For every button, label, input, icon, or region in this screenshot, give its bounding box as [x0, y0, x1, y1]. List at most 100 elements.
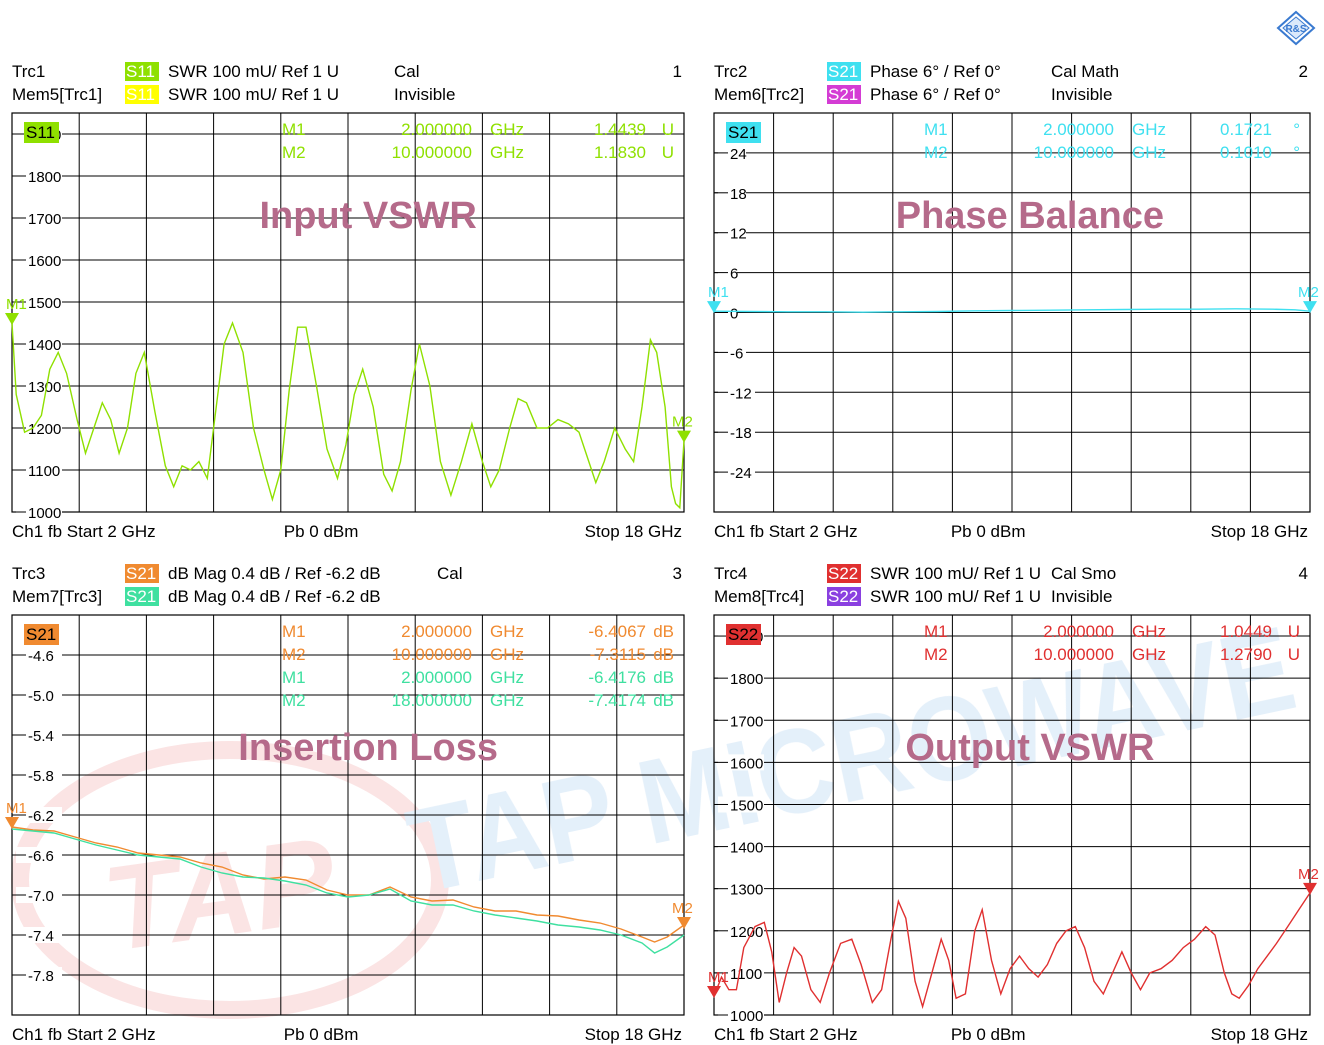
tick-label-bg	[16, 336, 62, 352]
marker-freq: 10.000000	[392, 645, 472, 664]
y-tick-label: -5.8	[28, 768, 54, 785]
trace-format: SWR 100 mU/ Ref 1 U	[168, 85, 339, 104]
trace-line	[713, 308, 1311, 313]
marker-freq: 2.000000	[401, 622, 472, 641]
param-badge	[125, 564, 159, 583]
tick-label-bg	[16, 252, 62, 268]
trace-format: dB Mag 0.4 dB / Ref -6.2 dB	[168, 564, 381, 583]
panels: Trc1 S11 SWR 100 mU/ Ref 1 U Cal Mem5[Trc1] S…	[5, 62, 1319, 1044]
y-tick-label: -7.8	[28, 968, 54, 985]
trace-status: Cal Math	[1051, 62, 1119, 81]
trace-tag-label: S21	[728, 123, 758, 142]
tick-label-bg	[16, 168, 62, 184]
tick-label-bg	[16, 807, 62, 823]
y-tick-label: 1400	[28, 337, 61, 354]
trace-status: Invisible	[1051, 85, 1112, 104]
trace-format: Phase 6° / Ref 0°	[870, 85, 1001, 104]
marker-value-unit: dB	[653, 645, 674, 664]
y-tick-label: 1800	[730, 671, 763, 688]
marker-value: 0.1721	[1220, 120, 1272, 139]
tick-label-bg	[16, 647, 62, 663]
trace-name: Trc3	[12, 564, 45, 583]
tick-label-bg	[718, 964, 764, 981]
footer-power: Pb 0 dBm	[951, 522, 1026, 541]
channel-number: 3	[673, 564, 682, 583]
y-tick-label: 1200	[28, 421, 61, 438]
marker-value-unit: U	[1288, 645, 1300, 664]
tick-label-bg	[16, 967, 62, 983]
marker-triangle	[677, 430, 691, 443]
marker-triangle	[1303, 301, 1317, 314]
tick-label-bg	[16, 420, 62, 436]
y-tick-label: 6	[730, 266, 738, 283]
y-tick-label: 1000	[730, 1008, 763, 1025]
y-tick-label: 0	[730, 306, 738, 323]
marker-freq: 2.000000	[1043, 622, 1114, 641]
param-badge	[827, 85, 861, 104]
y-tick-label: -7.0	[28, 888, 54, 905]
tick-label-bg	[16, 378, 62, 394]
channel-number: 4	[1299, 564, 1308, 583]
tick-label-bg	[718, 796, 764, 813]
param-badge-label: S21	[828, 62, 858, 81]
y-tick-label: -6.2	[28, 808, 54, 825]
y-tick-label: -6.6	[28, 848, 54, 865]
footer-power: Pb 0 dBm	[284, 1025, 359, 1044]
y-tick-label: 1500	[28, 295, 61, 312]
trace-name: Trc1	[12, 62, 45, 81]
channel-number: 2	[1299, 62, 1308, 81]
tick-label-bg	[16, 462, 62, 478]
marker-value-unit: dB	[653, 668, 674, 687]
marker-label: M1	[708, 284, 729, 301]
trace-line	[11, 826, 685, 943]
tick-label-bg	[16, 687, 62, 703]
param-badge	[125, 587, 159, 606]
y-tick-label: -24	[730, 465, 752, 482]
param-badge-label: S11	[126, 85, 155, 104]
marker-freq: 2.000000	[401, 120, 472, 139]
marker-label: M2	[1298, 866, 1319, 883]
plot-title: Output VSWR	[905, 727, 1154, 769]
footer-start: Ch1 fb Start 2 GHz	[714, 522, 858, 541]
marker-freq-unit: GHz	[1132, 143, 1166, 162]
marker-triangle	[707, 301, 721, 314]
y-tick-label: -12	[730, 385, 752, 402]
tick-label-bg	[16, 504, 62, 520]
marker-value-unit: dB	[653, 622, 674, 641]
marker-value: 1.1830	[594, 143, 646, 162]
marker-value: 1.0449	[1220, 622, 1272, 641]
marker-triangle	[707, 986, 721, 999]
trace-line	[713, 892, 1311, 1010]
marker-label: M1	[708, 969, 729, 986]
marker-triangle	[5, 313, 19, 325]
marker-freq-unit: GHz	[1132, 645, 1166, 664]
param-badge	[125, 85, 159, 104]
trace-line	[11, 828, 685, 954]
y-tick-label: 1600	[730, 755, 763, 772]
y-tick-label: -4.6	[28, 648, 54, 665]
trace-status: Invisible	[1051, 587, 1112, 606]
trace-format: SWR 100 mU/ Ref 1 U	[870, 564, 1041, 583]
param-badge-label: S22	[828, 587, 858, 606]
trace-tag	[24, 122, 59, 143]
param-badge	[827, 62, 861, 81]
y-tick-label: 12	[730, 226, 747, 243]
marker-value: -6.4067	[588, 622, 646, 641]
marker-value: -6.4176	[588, 668, 646, 687]
marker-value-unit: °	[1293, 143, 1300, 162]
marker-id: M1	[282, 668, 306, 687]
y-tick-label: 1400	[730, 840, 763, 857]
tick-label-bg	[718, 880, 764, 897]
param-badge	[827, 587, 861, 606]
trace-tag-label: S21	[26, 625, 56, 644]
marker-value: 1.2790	[1220, 645, 1272, 664]
tick-label-bg	[718, 754, 764, 771]
y-tick-label: 18	[730, 186, 747, 203]
tick-label-bg	[16, 847, 62, 863]
watermark-brand: TAP MICROWAVE	[397, 601, 1305, 919]
y-tick-label: -6	[730, 345, 743, 362]
footer-stop: Stop 18 GHz	[1211, 522, 1308, 541]
tick-label-bg	[718, 344, 746, 361]
footer-start: Ch1 fb Start 2 GHz	[12, 1025, 156, 1044]
channel-number: 1	[673, 62, 682, 81]
